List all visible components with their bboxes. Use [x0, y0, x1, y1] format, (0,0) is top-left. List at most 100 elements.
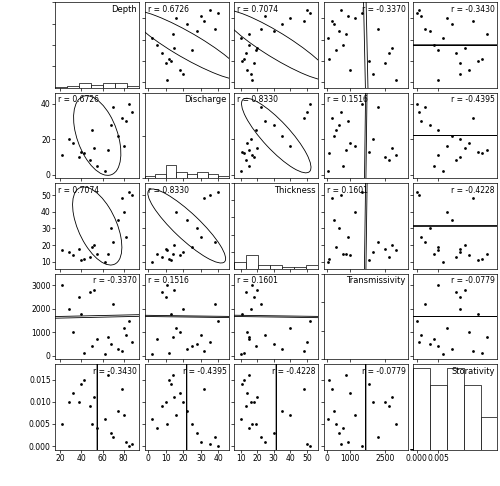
Point	[93, 424, 101, 432]
Point	[153, 41, 161, 49]
Point	[417, 330, 425, 338]
Point	[460, 242, 468, 249]
Point	[164, 420, 172, 428]
Point	[339, 162, 347, 170]
Point	[430, 250, 438, 258]
Point	[206, 6, 214, 14]
Point	[172, 208, 180, 216]
Text: Thickness: Thickness	[274, 186, 316, 195]
Point	[162, 59, 170, 67]
Point	[465, 139, 473, 147]
Point	[303, 6, 311, 14]
Point	[248, 281, 256, 289]
Point	[80, 376, 88, 383]
Point	[364, 380, 372, 388]
Bar	[282, 267, 294, 269]
Point	[128, 108, 136, 116]
Point	[413, 188, 421, 195]
Point	[200, 17, 208, 24]
Point	[324, 258, 332, 266]
Point	[120, 208, 128, 216]
Text: r = 0.8330: r = 0.8330	[148, 186, 189, 195]
Point	[456, 70, 464, 78]
Point	[460, 144, 468, 152]
Point	[250, 293, 258, 301]
Point	[303, 338, 311, 346]
Bar	[413, 368, 430, 450]
Point	[474, 57, 482, 65]
Point	[374, 434, 382, 441]
Point	[303, 440, 311, 448]
Point	[238, 310, 246, 317]
Point	[200, 384, 208, 392]
Point	[339, 250, 347, 258]
Point	[211, 25, 219, 33]
Point	[64, 305, 72, 312]
Point	[240, 149, 248, 157]
Point	[242, 289, 250, 296]
Point	[252, 342, 260, 350]
Point	[248, 76, 256, 84]
Point	[90, 286, 98, 294]
Point	[358, 100, 366, 107]
Point	[100, 416, 108, 423]
Point	[278, 407, 286, 415]
Point	[252, 420, 260, 428]
Point	[153, 250, 161, 258]
Point	[197, 233, 205, 241]
Point	[197, 438, 205, 446]
Point	[465, 251, 473, 259]
Point	[170, 286, 178, 294]
Bar	[128, 86, 140, 88]
Point	[250, 398, 258, 406]
Point	[165, 55, 173, 63]
Point	[460, 286, 468, 294]
Point	[69, 389, 77, 397]
Point	[465, 329, 473, 336]
Point	[242, 156, 250, 164]
Point	[86, 402, 94, 410]
Point	[172, 324, 180, 331]
Point	[434, 246, 442, 254]
Point	[253, 144, 261, 152]
Point	[422, 103, 430, 111]
Bar	[144, 176, 155, 178]
Point	[370, 70, 378, 78]
Point	[248, 420, 256, 428]
Point	[300, 17, 308, 24]
Point	[470, 17, 478, 24]
Text: r = 0.6726: r = 0.6726	[58, 95, 100, 104]
Point	[342, 371, 349, 379]
Point	[456, 293, 464, 301]
Point	[256, 434, 264, 441]
Point	[374, 25, 382, 33]
Point	[170, 394, 178, 401]
Text: r = 0.8330: r = 0.8330	[238, 95, 279, 104]
Point	[337, 191, 345, 199]
Bar	[270, 265, 282, 269]
Point	[286, 15, 294, 22]
Point	[430, 162, 438, 170]
Point	[80, 255, 88, 262]
Point	[339, 424, 347, 432]
Point	[478, 255, 486, 262]
Point	[114, 345, 122, 352]
Point	[236, 416, 244, 423]
Bar	[198, 172, 208, 178]
Point	[370, 398, 378, 406]
Point	[270, 121, 278, 129]
Point	[86, 156, 94, 164]
Point	[214, 442, 222, 450]
Point	[125, 442, 133, 450]
Point	[337, 108, 345, 116]
Point	[125, 188, 133, 195]
Point	[240, 55, 248, 63]
Point	[125, 317, 133, 325]
Point	[245, 333, 253, 341]
Point	[351, 208, 359, 216]
Point	[386, 156, 394, 164]
Point	[109, 238, 117, 246]
Point	[482, 250, 490, 258]
Point	[328, 114, 336, 122]
Point	[324, 34, 332, 41]
